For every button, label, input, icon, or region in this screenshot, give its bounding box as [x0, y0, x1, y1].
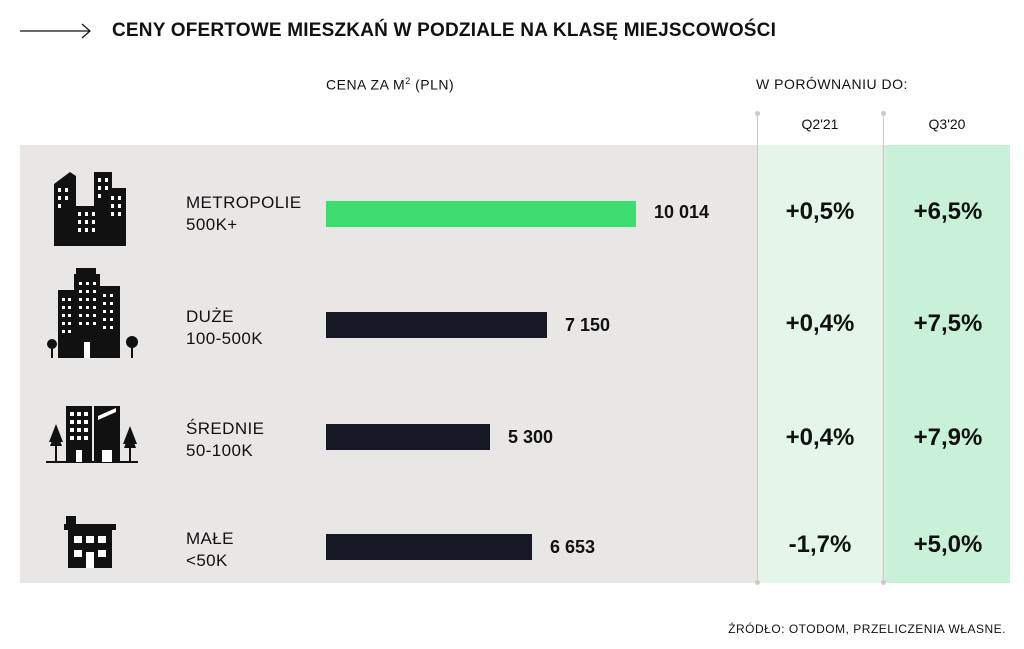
- q3-20-change: +7,9%: [913, 424, 983, 451]
- q3-20-column: [885, 145, 1010, 583]
- chart-title: CENY OFERTOWE MIESZKAŃ W PODZIALE NA KLA…: [112, 20, 777, 41]
- column-separator: [755, 111, 760, 585]
- row-name: ŚREDNIE: [186, 419, 265, 438]
- skyscrapers-icon: [54, 172, 126, 246]
- bar-value-label: 7 150: [565, 315, 611, 335]
- q3-20-change: +7,5%: [913, 310, 983, 337]
- row-subtitle: 50-100K: [186, 441, 254, 460]
- bar-value-label: 10 014: [654, 202, 710, 222]
- q2-21-header: Q2'21: [801, 116, 839, 132]
- bar: [326, 534, 532, 560]
- row-label: METROPOLIE 500K+: [186, 192, 301, 236]
- q3-20-header: Q3'20: [928, 116, 966, 132]
- q2-21-change: +0,4%: [785, 424, 855, 451]
- bar-value-label: 6 653: [550, 537, 596, 557]
- source-note: ŹRÓDŁO: OTODOM, PRZELICZENIA WŁASNE.: [728, 622, 1006, 636]
- arrow-right-icon: [20, 23, 91, 39]
- bar: [326, 201, 636, 227]
- bar: [326, 312, 547, 338]
- row-label: DUŻE 100-500K: [186, 306, 263, 350]
- q2-21-column: [758, 145, 882, 583]
- row-name: DUŻE: [186, 307, 234, 326]
- q3-20-change: +5,0%: [913, 531, 983, 558]
- table-row-male: MAŁE <50K 6 653 -1,7% +5,0%: [0, 488, 1024, 598]
- row-label: MAŁE <50K: [186, 528, 234, 572]
- price-header-superscript: 2: [405, 76, 411, 86]
- q2-21-change: -1,7%: [788, 531, 852, 558]
- price-header-unit: (PLN): [410, 76, 455, 93]
- row-subtitle: 500K+: [186, 215, 238, 234]
- row-name: MAŁE: [186, 529, 234, 548]
- town-buildings-icon: [46, 406, 138, 463]
- q3-20-change: +6,5%: [913, 198, 983, 225]
- row-subtitle: <50K: [186, 551, 228, 570]
- row-subtitle: 100-500K: [186, 329, 263, 348]
- table-row-metropolie: METROPOLIE 500K+ 10 014 +0,5% +6,5%: [0, 158, 1024, 268]
- bar-value-label: 5 300: [508, 427, 554, 447]
- price-header-text: CENA ZA M: [326, 76, 406, 93]
- apartment-blocks-icon: [47, 268, 138, 358]
- price-column-header: CENA ZA M2 (PLN): [326, 76, 454, 93]
- table-row-srednie: ŚREDNIE 50-100K 5 300 +0,4% +7,9%: [0, 378, 1024, 488]
- small-house-icon: [64, 516, 116, 568]
- table-row-duze: DUŻE 100-500K 7 150 +0,4% +7,5%: [0, 268, 1024, 378]
- bar: [326, 424, 490, 450]
- row-label: ŚREDNIE 50-100K: [186, 418, 264, 462]
- compare-header: W PORÓWNANIU DO:: [756, 76, 908, 92]
- column-separator: [881, 111, 886, 585]
- row-name: METROPOLIE: [186, 193, 302, 212]
- q2-21-change: +0,4%: [785, 310, 855, 337]
- q2-21-change: +0,5%: [785, 198, 855, 225]
